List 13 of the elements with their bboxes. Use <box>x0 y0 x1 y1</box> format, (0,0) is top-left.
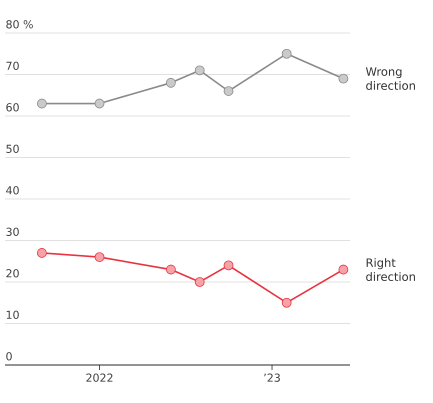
y-tick-label: 30 <box>6 228 19 236</box>
y-tick-label: 70 <box>6 62 19 70</box>
y-tick-label: 10 <box>6 310 19 319</box>
y-tick-label: 50 <box>6 144 19 153</box>
y-tick-label: 20 <box>6 269 19 278</box>
x-tick-label: ’23 <box>264 374 280 382</box>
series-label: Wrong direction <box>366 67 415 90</box>
series-label: Right direction <box>366 258 415 281</box>
y-tick-label: 0 <box>6 352 12 360</box>
y-tick-label: 40 <box>6 186 19 194</box>
y-tick-label: 80 % <box>6 20 33 28</box>
x-tick-label: 2022 <box>86 374 112 382</box>
y-tick-label: 60 <box>6 103 19 112</box>
